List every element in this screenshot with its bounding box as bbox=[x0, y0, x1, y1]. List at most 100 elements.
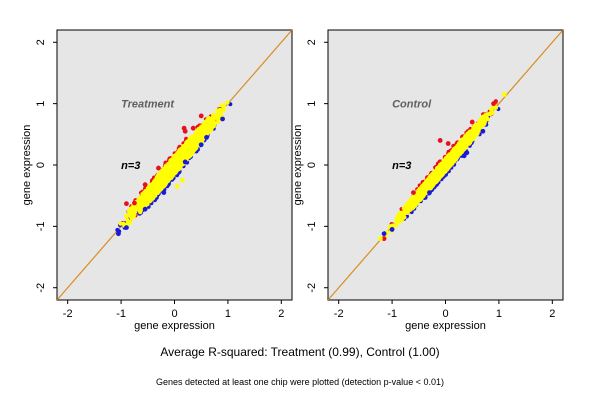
control-core-point bbox=[472, 128, 477, 133]
treatment-core-point bbox=[176, 162, 181, 167]
treatment-core-point bbox=[204, 130, 209, 135]
control-core-point bbox=[442, 167, 447, 172]
treatment-core-point bbox=[145, 193, 151, 198]
control-core-point bbox=[414, 195, 420, 200]
treatment-core-point bbox=[127, 219, 133, 224]
treatment-y-tick-label: -2 bbox=[35, 283, 47, 293]
control-panel: -2 -1 0 1 2 -2 -1 0 1 2 gene expression gene expres… bbox=[292, 29, 564, 332]
treatment-core-point bbox=[158, 184, 163, 189]
control-x-tick-label: 1 bbox=[496, 308, 502, 320]
control-core-point bbox=[422, 190, 427, 195]
control-core-point bbox=[464, 142, 469, 147]
treatment-core-point bbox=[167, 160, 172, 165]
treatment-outlier-point bbox=[182, 159, 188, 165]
control-outlier-point bbox=[445, 141, 451, 146]
control-core-point bbox=[452, 152, 457, 157]
control-outlier-point bbox=[501, 92, 507, 97]
control-sample-size: n=3 bbox=[392, 160, 411, 172]
control-core-point bbox=[408, 197, 413, 202]
treatment-core-point bbox=[163, 172, 169, 177]
treatment-core-point bbox=[129, 216, 134, 221]
control-core-point bbox=[420, 184, 425, 189]
treatment-outlier-point bbox=[156, 165, 161, 171]
control-x-tick-label: -2 bbox=[334, 308, 344, 320]
treatment-outlier-point bbox=[124, 225, 129, 230]
treatment-outlier-point bbox=[190, 125, 196, 131]
control-plot-content bbox=[328, 30, 563, 300]
figure-footnote: Genes detected at least one chip were pl… bbox=[156, 377, 444, 387]
treatment-core-point bbox=[155, 178, 160, 183]
treatment-core-point bbox=[153, 185, 158, 190]
control-core-point bbox=[452, 156, 457, 161]
control-outlier-point bbox=[381, 236, 387, 242]
treatment-core-point bbox=[219, 109, 224, 114]
treatment-outlier-series bbox=[169, 171, 185, 189]
control-outlier-point bbox=[381, 231, 387, 237]
control-core-point bbox=[445, 159, 450, 164]
treatment-core-point bbox=[201, 122, 206, 127]
control-core-point bbox=[465, 135, 470, 140]
control-core-point bbox=[401, 212, 406, 217]
treatment-y-tick-label: 2 bbox=[35, 39, 47, 45]
control-core-point bbox=[471, 134, 476, 139]
treatment-core-point bbox=[173, 167, 178, 172]
treatment-core-point bbox=[161, 169, 166, 174]
treatment-outlier-point bbox=[198, 113, 204, 119]
treatment-panel-title: Treatment bbox=[121, 99, 175, 111]
control-core-point bbox=[456, 141, 462, 146]
treatment-core-point bbox=[147, 187, 152, 192]
control-outlier-point bbox=[437, 138, 443, 143]
treatment-outlier-point bbox=[132, 200, 137, 206]
control-core-point bbox=[446, 153, 451, 158]
treatment-outlier-point bbox=[161, 190, 167, 196]
control-outlier-point bbox=[427, 190, 432, 196]
control-outlier-point bbox=[389, 227, 395, 232]
control-x-tick-label: 0 bbox=[442, 308, 448, 320]
control-y-axis-title: gene expression bbox=[292, 125, 304, 206]
treatment-x-tick-label: 2 bbox=[278, 308, 284, 320]
treatment-core-point bbox=[215, 119, 220, 125]
treatment-core-points bbox=[118, 100, 230, 228]
control-outlier-series bbox=[381, 128, 486, 237]
treatment-core-point bbox=[171, 161, 176, 166]
treatment-outlier-point bbox=[116, 231, 121, 237]
treatment-low-point bbox=[115, 227, 120, 233]
control-outlier-point bbox=[411, 190, 416, 196]
treatment-core-point bbox=[192, 136, 198, 141]
treatment-panel: -2 -1 0 1 2 -2 -1 0 1 2 gene expression gene expres… bbox=[21, 29, 293, 332]
treatment-core-point bbox=[200, 128, 205, 133]
treatment-core-point bbox=[221, 104, 227, 109]
control-core-point bbox=[490, 110, 495, 115]
control-panel-title: Control bbox=[392, 99, 432, 111]
treatment-core-point bbox=[189, 136, 194, 141]
control-core-point bbox=[485, 117, 490, 122]
control-core-point bbox=[416, 190, 421, 196]
control-core-point bbox=[493, 105, 499, 110]
control-x-axis-title: gene expression bbox=[405, 320, 486, 332]
treatment-outlier-point bbox=[142, 182, 148, 188]
control-core-point bbox=[480, 118, 485, 123]
treatment-core-point bbox=[118, 221, 123, 226]
treatment-core-point bbox=[153, 190, 158, 195]
treatment-core-point bbox=[145, 202, 150, 207]
treatment-core-point bbox=[216, 115, 221, 120]
control-core-point bbox=[433, 169, 438, 174]
control-outlier-point bbox=[377, 236, 383, 242]
control-outlier-series bbox=[377, 92, 507, 242]
treatment-core-point bbox=[209, 127, 214, 132]
control-core-point bbox=[422, 181, 427, 186]
treatment-core-point bbox=[147, 198, 152, 203]
treatment-core-point bbox=[150, 191, 155, 196]
treatment-outlier-point bbox=[169, 171, 175, 177]
treatment-core-point bbox=[212, 115, 217, 120]
figure-caption: Average R-squared: Treatment (0.99), Con… bbox=[160, 345, 439, 359]
control-core-point bbox=[433, 175, 438, 180]
control-core-point bbox=[443, 162, 448, 168]
control-outlier-point bbox=[480, 128, 486, 134]
control-core-points bbox=[383, 102, 499, 238]
treatment-x-tick-label: -2 bbox=[63, 308, 73, 320]
treatment-core-point bbox=[186, 145, 191, 150]
control-core-point bbox=[402, 215, 407, 220]
control-y-tick-label: -1 bbox=[306, 221, 318, 231]
